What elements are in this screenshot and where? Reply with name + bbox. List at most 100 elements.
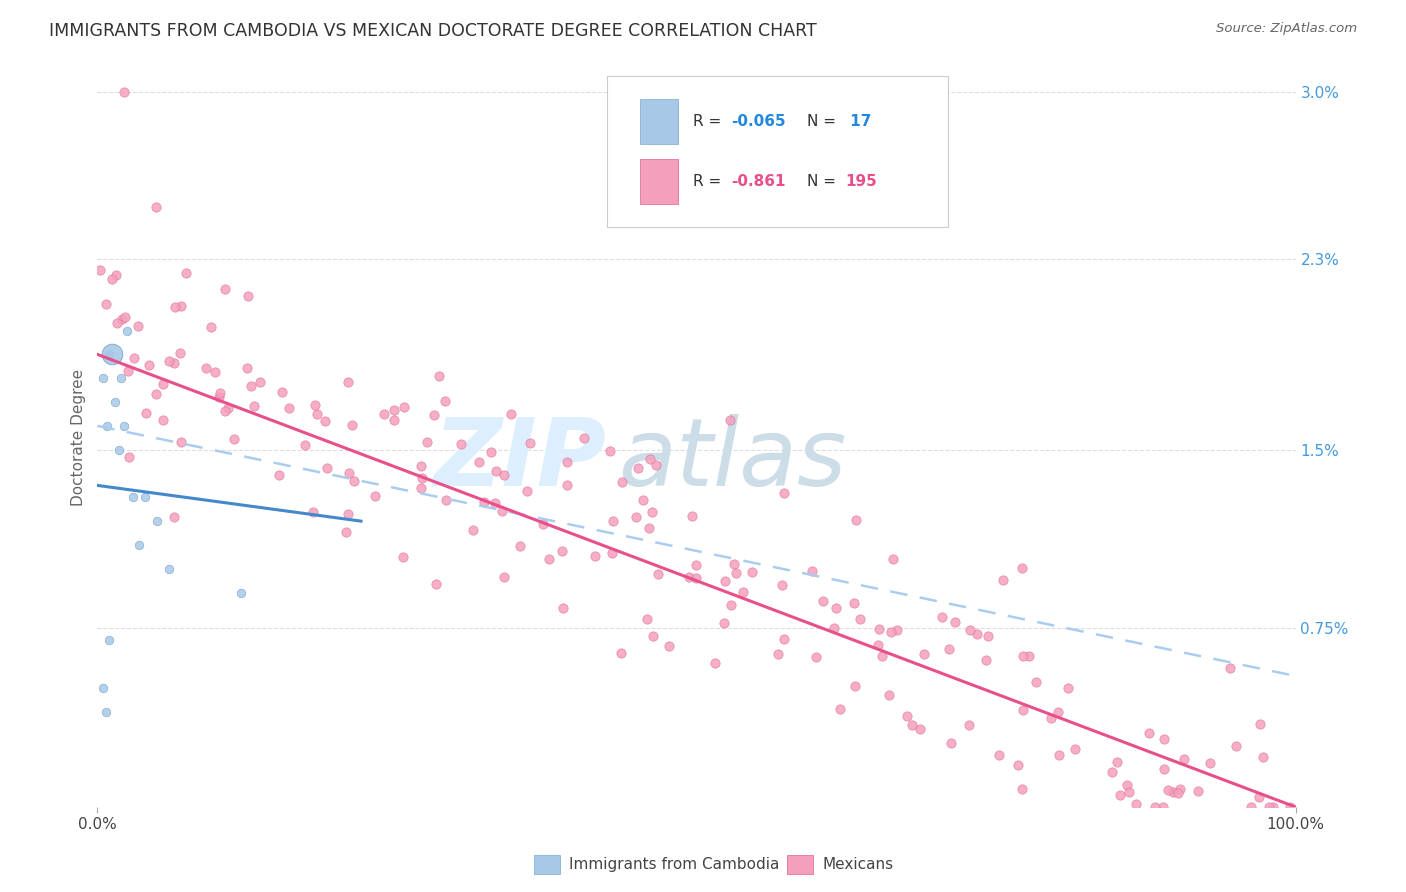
Y-axis label: Doctorate Degree: Doctorate Degree [72,369,86,507]
Point [551,544,574,558]
Point [93,371,115,385]
Point [1240,800,1263,814]
Point [494,570,516,584]
Point [314,414,336,428]
Point [1168,781,1191,796]
Point [882,551,904,566]
Point [886,623,908,637]
Point [896,709,918,723]
Point [169,346,191,360]
Point [104,395,127,409]
Text: IMMIGRANTS FROM CAMBODIA VS MEXICAN DOCTORATE DEGREE CORRELATION CHART: IMMIGRANTS FROM CAMBODIA VS MEXICAN DOCT… [49,22,817,40]
Point [1109,789,1132,803]
Point [411,459,433,474]
Point [772,632,794,647]
Point [94,297,117,311]
Point [731,584,754,599]
Point [392,550,415,565]
Point [146,514,169,528]
Point [1173,752,1195,766]
FancyBboxPatch shape [640,99,679,144]
Point [100,271,122,285]
Point [145,387,167,401]
Point [1011,560,1033,574]
Point [509,539,531,553]
Point [382,403,405,417]
Point [718,413,741,427]
Point [912,647,935,661]
Point [1047,748,1070,763]
Point [157,562,180,576]
Point [555,478,578,492]
Text: 17: 17 [845,114,872,129]
Point [658,639,681,653]
Point [249,375,271,389]
Point [641,505,664,519]
Point [1157,783,1180,797]
Point [1153,731,1175,746]
Point [135,406,157,420]
Point [163,510,186,524]
Point [901,718,924,732]
Point [337,375,360,389]
Point [479,445,502,459]
Point [1118,785,1140,799]
Point [637,521,659,535]
Text: N =: N = [807,114,841,129]
Text: ZIP: ZIP [433,414,606,506]
Point [1057,681,1080,696]
Text: R =: R = [693,114,725,129]
Point [610,646,633,660]
Point [89,263,111,277]
Point [870,648,893,663]
Point [472,495,495,509]
Point [267,468,290,483]
Point [214,282,236,296]
Point [364,489,387,503]
Point [484,496,506,510]
Point [974,653,997,667]
Point [1115,778,1137,792]
Point [602,546,624,560]
Point [105,316,128,330]
Point [100,347,122,361]
Text: 195: 195 [845,174,877,189]
Point [373,407,395,421]
Point [631,493,654,508]
Point [117,324,139,338]
Point [138,358,160,372]
Point [877,688,900,702]
Point [294,438,316,452]
Point [1046,705,1069,719]
Point [411,471,433,485]
Point [204,365,226,379]
Point [866,639,889,653]
Point [842,596,865,610]
Point [644,458,666,473]
Point [170,435,193,450]
Point [382,413,405,427]
Point [236,289,259,303]
Point [531,516,554,531]
Point [335,524,357,539]
Point [977,628,1000,642]
Point [1040,711,1063,725]
Point [152,413,174,427]
FancyBboxPatch shape [606,76,948,227]
Point [1257,800,1279,814]
Point [157,354,180,368]
Point [145,200,167,214]
Point [741,565,763,579]
Point [409,481,432,495]
Point [943,615,966,630]
Point [501,408,523,422]
Point [770,578,793,592]
Point [880,625,903,640]
Point [910,722,932,736]
Point [766,647,789,661]
Point [1251,750,1274,764]
Point [98,633,121,648]
Point [1199,756,1222,770]
Point [339,466,361,480]
Point [176,266,198,280]
